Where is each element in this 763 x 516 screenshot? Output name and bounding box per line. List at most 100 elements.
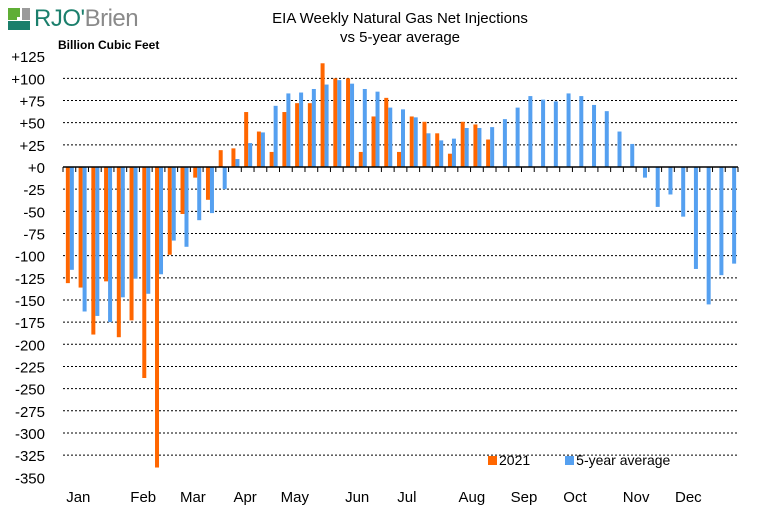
bar-5yr-avg [146,167,151,294]
logo-text-brien: Brien [84,5,139,32]
y-tick-label: -50 [23,204,45,221]
bar-5yr-avg [681,167,686,217]
bar-2021 [218,150,223,167]
bar-2021 [371,116,376,167]
bar-5yr-avg [69,167,74,270]
bar-5yr-avg [82,167,87,312]
bar-5yr-avg [426,133,431,167]
bar-2021 [244,112,249,167]
x-month-label: Jan [66,489,90,506]
bar-5yr-avg [388,107,393,167]
y-tick-label: -300 [15,426,45,443]
chart-subtitle: vs 5-year average [339,29,461,46]
rjobrien-logo: RJO'Brien [8,4,139,34]
bar-2021 [180,167,185,214]
bar-2021 [447,153,452,167]
y-axis-unit-label: Billion Cubic Feet [58,38,160,52]
x-month-label: Sep [511,489,538,506]
y-tick-label: +100 [11,71,45,88]
bar-5yr-avg [324,84,329,167]
logo-text-rjo: RJO [34,5,81,32]
bar-5yr-avg [668,167,673,195]
x-month-label: May [281,489,310,506]
y-tick-label: -225 [15,359,45,376]
y-tick-label: +50 [20,116,45,133]
bar-5yr-avg [566,93,571,167]
bar-5yr-avg [235,159,240,167]
bar-5yr-avg [413,117,418,167]
bar-2021 [307,103,312,167]
bar-5yr-avg [706,167,711,305]
y-tick-label: +0 [28,160,45,177]
y-tick-label: -25 [23,182,45,199]
bar-5yr-avg [362,88,367,167]
bar-5yr-avg [273,105,278,167]
y-tick-label: -350 [15,470,45,487]
x-month-label: Jul [397,489,416,506]
bar-2021 [333,78,338,167]
y-axis-labels: +125 +100 +75 +50 +25 +0 -25 -50 -75 -100 -125 -150… [11,49,45,487]
bar-5yr-avg [260,132,265,167]
bar-2021 [486,139,491,167]
legend-swatch-2021 [488,455,497,465]
logo-mark-icon [8,8,30,30]
bar-2021 [397,151,401,167]
bar-2021 [142,167,147,378]
bar-5yr-avg [159,167,164,275]
bar-5yr-avg [222,167,227,190]
bar-2021 [384,97,389,167]
y-tick-label: -175 [15,315,45,332]
bar-2021 [155,167,160,468]
chart-title-block: EIA Weekly Natural Gas Net Injections vs… [250,9,550,47]
bar-5yr-avg [197,167,202,221]
bar-2021 [231,148,236,167]
bar-5yr-avg [108,167,113,323]
bar-5yr-avg [719,167,724,276]
bar-2021 [409,116,414,167]
bar-5yr-avg [299,92,304,167]
y-tick-label: +125 [11,49,45,66]
y-tick-label: +75 [20,94,45,111]
bar-2021 [435,133,440,167]
bar-2021 [104,167,109,282]
y-tick-label: -125 [15,271,45,288]
bar-5yr-avg [120,167,125,298]
bar-2021 [473,124,478,167]
chart-title: EIA Weekly Natural Gas Net Injections [272,10,528,27]
bar-2021 [295,103,300,167]
x-axis-labels: Jan Feb Mar Apr May Jun Jul Aug Sep Oct Nov Dec [66,489,702,506]
y-tick-label: +25 [20,138,45,155]
bar-2021 [282,112,287,167]
bar-5yr-avg [350,83,355,167]
bar-5yr-avg [541,99,546,167]
legend-swatch-5yr [565,455,575,465]
bar-5yr-avg [515,107,520,167]
logo-apostrophe: ' [80,5,86,32]
bar-5yr-avg [451,138,456,167]
bar-2021 [167,167,172,255]
bar-5yr-avg [592,104,597,167]
legend-item-5yr: 5-year average [565,452,670,468]
bar-5yr-avg [464,127,469,167]
bar-2021 [269,151,274,167]
x-month-label: Aug [458,489,485,506]
x-month-label: Feb [130,489,156,506]
bar-2021 [129,167,134,321]
bar-5yr-avg [375,91,380,167]
bar-5yr-avg [617,131,622,167]
bar-2021 [205,167,210,200]
x-month-label: Oct [563,489,587,506]
bar-5yr-avg [502,119,507,167]
legend-label-5yr: 5-year average [576,452,671,468]
bar-5yr-avg [286,93,291,167]
bar-5yr-avg [732,167,737,264]
bar-2021 [358,151,363,167]
x-month-label: Dec [675,489,702,506]
bar-5yr-avg [655,167,660,207]
bar-5yr-avg [337,80,342,167]
bar-2021 [78,167,83,288]
bar-2021 [346,78,351,167]
x-axis [62,166,739,172]
bar-5yr-avg [311,88,316,167]
